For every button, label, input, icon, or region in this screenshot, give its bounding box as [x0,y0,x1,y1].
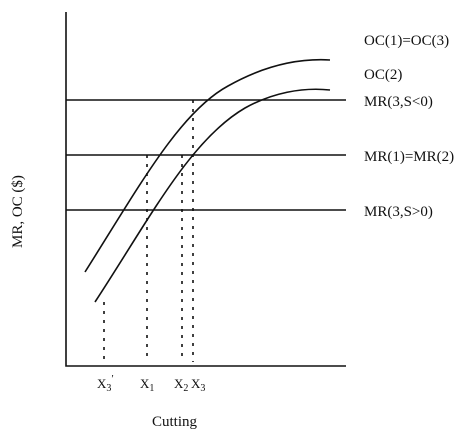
x-axis-label: Cutting [152,414,198,430]
oc1-oc3-curve [84,58,331,273]
oc2-curve [94,88,331,303]
oc1-oc3-label: OC(1)=OC(3) [364,33,449,49]
x2-tick: X2 [174,376,188,394]
axes [65,12,346,367]
x3-prime-tick: X3′ [97,373,114,394]
mr3-negative-label: MR(3,S<0) [364,94,433,110]
oc2-label: OC(2) [364,67,402,83]
x1-tick: X1 [140,376,154,394]
mr1-mr2-label: MR(1)=MR(2) [364,149,454,165]
mr3-positive-label: MR(3,S>0) [364,204,433,220]
x3-tick: X3 [191,376,205,394]
y-axis-label: MR, OC ($) [10,175,26,248]
